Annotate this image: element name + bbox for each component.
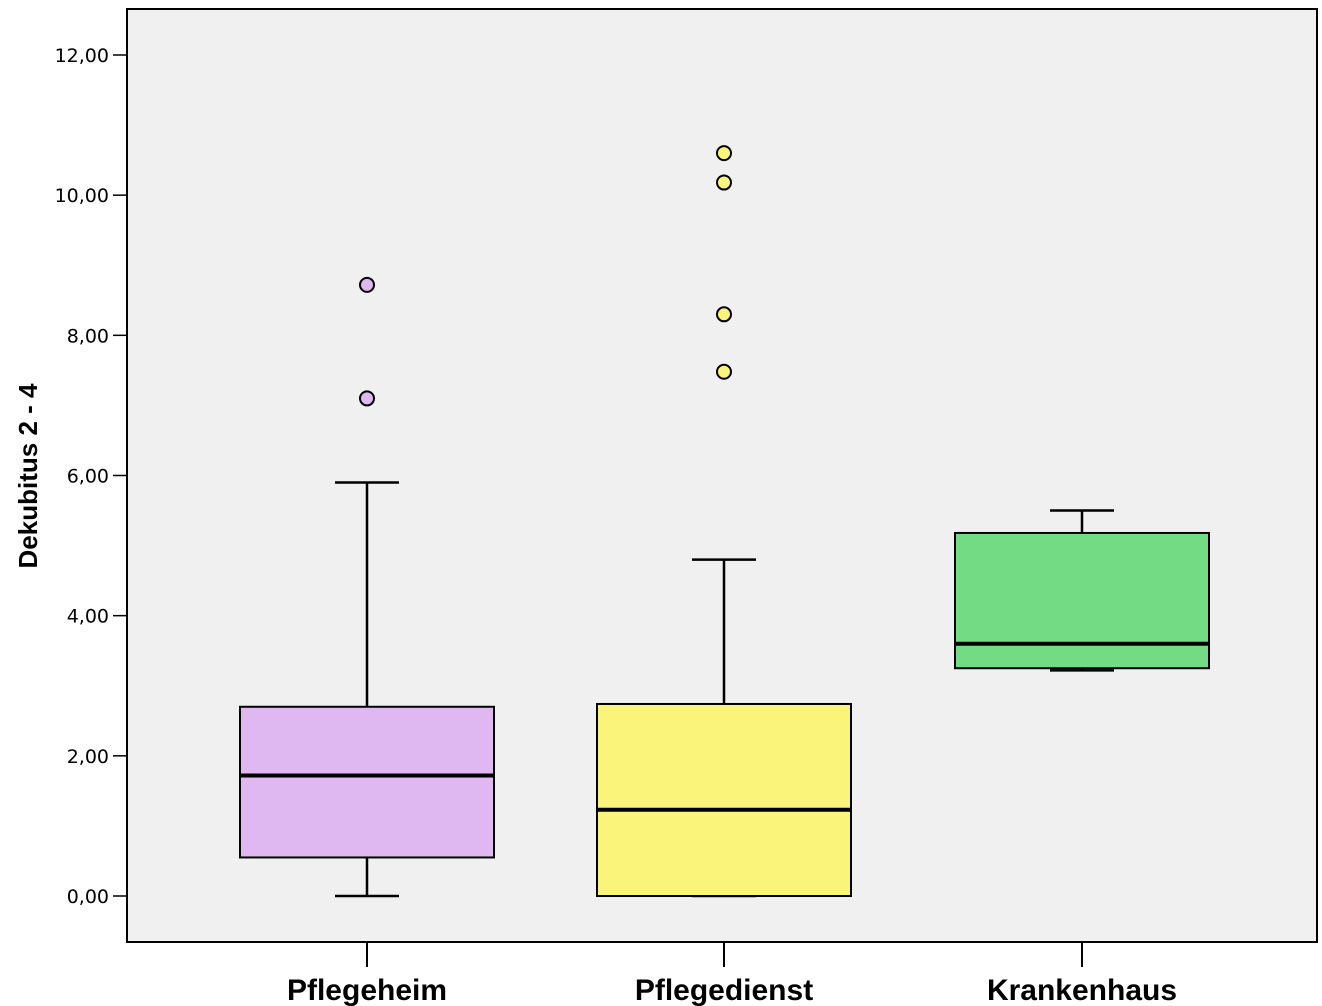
y-tick-label: 0,00 [67, 886, 109, 908]
iqr-box [596, 702, 852, 898]
y-tick-label: 12,00 [55, 45, 109, 67]
y-axis-title: Dekubitus 2 - 4 [13, 383, 43, 568]
x-category-label: Pflegedienst [635, 974, 813, 1006]
y-tick-label: 10,00 [55, 185, 109, 207]
box-group-pflegeheim [239, 276, 495, 898]
y-tick-label: 6,00 [67, 466, 109, 488]
y-axis: 0,00 2,00 4,00 6,00 8,00 10,00 12,00 [55, 45, 127, 908]
x-axis: Pflegeheim Pflegedienst Krankenhaus [287, 942, 1177, 1006]
outlier-point [359, 276, 375, 293]
outlier-point [359, 390, 375, 407]
box-group-pflegedienst [596, 145, 852, 898]
outlier-point [716, 363, 732, 380]
boxes [239, 145, 1210, 898]
outlier-point [716, 145, 732, 162]
outlier-point [716, 306, 732, 323]
y-tick-label: 2,00 [67, 746, 109, 768]
y-tick-label: 4,00 [67, 606, 109, 628]
iqr-box [954, 531, 1210, 670]
x-category-label: Pflegeheim [287, 974, 447, 1006]
box-group-krankenhaus [954, 509, 1210, 672]
outlier-point [716, 174, 732, 191]
y-tick-label: 8,00 [67, 325, 109, 347]
iqr-box [239, 705, 495, 859]
x-category-label: Krankenhaus [987, 974, 1177, 1006]
